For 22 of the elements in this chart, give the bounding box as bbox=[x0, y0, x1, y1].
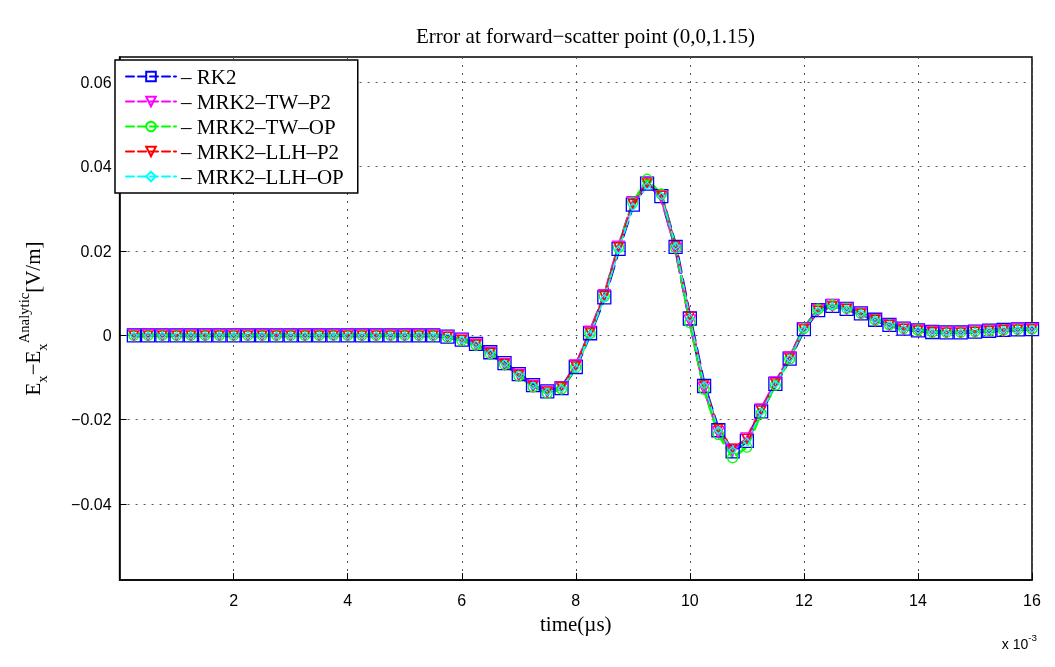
x-tick-label: 4 bbox=[343, 591, 353, 609]
x-tick-label: 16 bbox=[1023, 591, 1041, 609]
x-tick-label: 12 bbox=[795, 591, 813, 609]
x-tick-label: 14 bbox=[909, 591, 927, 609]
x-axis-title: time(µs) bbox=[540, 611, 612, 636]
y-tick-label: −0.04 bbox=[71, 495, 112, 513]
legend-label: – MRK2–LLH–P2 bbox=[180, 139, 340, 164]
legend-label: – MRK2–TW–P2 bbox=[180, 89, 331, 114]
legend-label: – RK2 bbox=[180, 64, 237, 89]
y-tick-label: 0.06 bbox=[80, 73, 112, 91]
y-tick-label: 0.04 bbox=[80, 158, 112, 176]
y-tick-label: 0.02 bbox=[80, 242, 112, 260]
legend-label: – MRK2–TW–OP bbox=[180, 114, 336, 139]
x-tick-label: 8 bbox=[571, 591, 581, 609]
x-tick-label: 2 bbox=[229, 591, 239, 609]
x-tick-label: 10 bbox=[680, 591, 699, 609]
y-axis-title: Ex−ExAnalytic[V/m] bbox=[15, 241, 51, 396]
x-tick-label: 6 bbox=[457, 591, 467, 609]
chart-title: Error at forward−scatter point (0,0,1.15) bbox=[416, 23, 755, 48]
y-tick-label: 0 bbox=[102, 326, 112, 344]
legend-label: – MRK2–LLH–OP bbox=[180, 164, 344, 189]
y-tick-label: −0.02 bbox=[71, 411, 112, 429]
